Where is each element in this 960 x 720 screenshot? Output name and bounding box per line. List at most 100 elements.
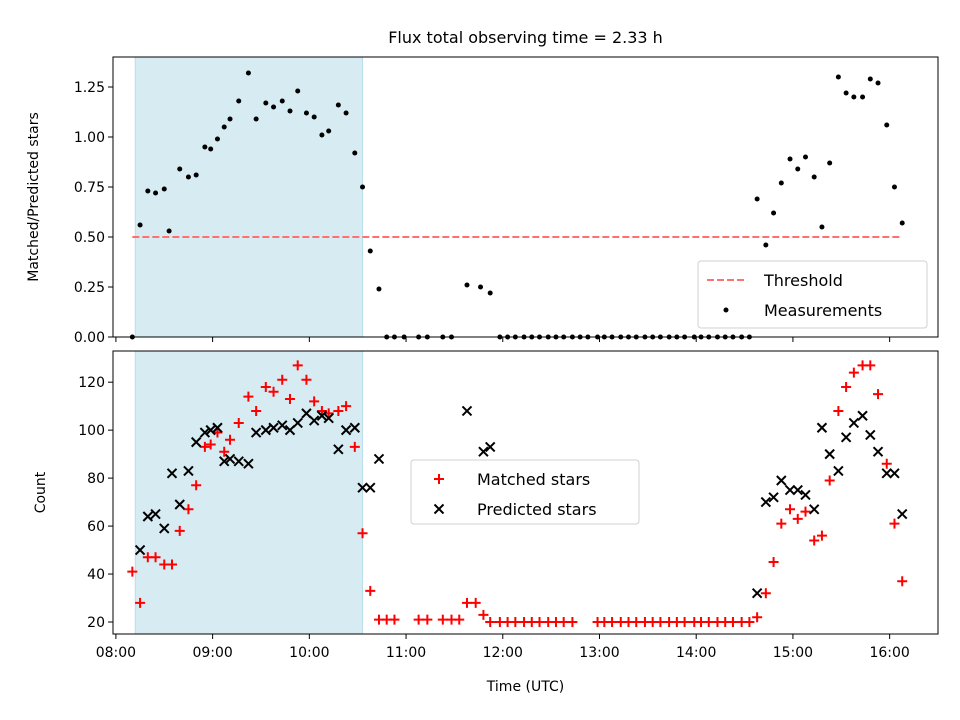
legend-measurements-label: Measurements [764, 301, 882, 320]
matched-stars-marker [454, 615, 464, 625]
measurements-point [138, 223, 143, 228]
matched-stars-marker [728, 617, 738, 627]
measurements-point [246, 71, 251, 76]
top-legend: Threshold Measurements [698, 261, 927, 328]
x-tick-label: 11:00 [386, 645, 426, 661]
top-y-tick-label: 1.25 [74, 80, 105, 96]
bottom-legend: Matched stars Predicted stars [411, 460, 639, 524]
bottom-y-tick-label: 40 [87, 567, 105, 583]
measurements-point [827, 161, 832, 166]
measurements-point [236, 99, 241, 104]
matched-stars-marker [752, 612, 762, 622]
predicted-stars-marker [817, 423, 826, 432]
matched-stars-marker [559, 617, 569, 627]
matched-stars-marker [744, 617, 754, 627]
measurements-point [202, 145, 207, 150]
predicted-stars-marker [825, 450, 834, 459]
x-tick-label: 15:00 [773, 645, 813, 661]
predicted-stars-marker [842, 433, 851, 442]
predicted-stars-marker [834, 466, 843, 475]
measurements-point [215, 137, 220, 142]
predicted-stars-marker [777, 476, 786, 485]
measurements-point [464, 283, 469, 288]
x-tick-label: 12:00 [483, 645, 523, 661]
measurements-point [803, 155, 808, 160]
measurements-point [876, 81, 881, 86]
measurements-point [755, 197, 760, 202]
measurements-point [312, 115, 317, 120]
measurements-point [788, 157, 793, 162]
x-tick-label: 13:00 [579, 645, 619, 661]
matched-stars-marker [833, 406, 843, 416]
measurements-point [254, 117, 259, 122]
top-axes: 0.00 0.25 0.50 0.75 1.00 1.25 Flux total obse… [26, 28, 938, 346]
bottom-y-tick-label: 60 [87, 519, 105, 535]
measurements-point [819, 225, 824, 230]
top-y-axis-label: Matched/Predicted stars [26, 112, 42, 282]
matched-stars-marker [785, 504, 795, 514]
measurements-point [304, 111, 309, 116]
figure: 0.000.250.500.751.001.25 Flux total obse… [0, 0, 960, 720]
matched-stars-marker [438, 615, 448, 625]
legend-measurements-swatch [724, 308, 729, 313]
measurements-point [326, 129, 331, 134]
measurements-point [836, 75, 841, 80]
predicted-stars-marker [898, 510, 907, 519]
measurements-point [208, 147, 213, 152]
measurements-point [779, 181, 784, 186]
measurements-point [376, 287, 381, 292]
legend-matched-stars-label: Matched stars [477, 470, 590, 489]
measurements-point [795, 167, 800, 172]
measurements-point [344, 111, 349, 116]
measurements-point [771, 211, 776, 216]
top-y-tick-label: 0.50 [74, 230, 105, 246]
matched-stars-marker [471, 598, 481, 608]
measurements-point [145, 189, 150, 194]
predicted-stars-marker [874, 447, 883, 456]
top-y-tick-label: 0.00 [74, 330, 105, 346]
matched-stars-marker [889, 519, 899, 529]
matched-stars-marker [414, 615, 424, 625]
matched-stars-marker [825, 476, 835, 486]
matched-stars-marker [607, 617, 617, 627]
predicted-stars-marker [801, 490, 810, 499]
top-highlight-span [135, 57, 362, 337]
matched-stars-marker [849, 368, 859, 378]
matched-stars-marker [365, 586, 375, 596]
bottom-y-tick-label: 80 [87, 471, 105, 487]
predicted-stars-marker [882, 469, 891, 478]
measurements-point [812, 175, 817, 180]
predicted-stars-marker [786, 486, 795, 495]
matched-stars-marker [769, 557, 779, 567]
measurements-point [194, 173, 199, 178]
bottom-axes: 20 40 60 80 100 120 08:00 09:00 10:00 11:00 12:00 1… [33, 351, 938, 695]
matched-stars-marker [800, 507, 810, 517]
measurements-point [763, 243, 768, 248]
predicted-stars-marker [793, 486, 802, 495]
bottom-y-axis-label: Count [33, 471, 49, 513]
matched-stars-marker [462, 598, 472, 608]
predicted-stars-marker [890, 469, 899, 478]
chart-title: Flux total observing time = 2.33 h [388, 28, 663, 47]
measurements-point [884, 123, 889, 128]
measurements-point [222, 125, 227, 130]
measurements-point [280, 99, 285, 104]
measurements-point [352, 151, 357, 156]
predicted-stars-marker [849, 418, 858, 427]
measurements-point [844, 91, 849, 96]
matched-stars-marker [478, 610, 488, 620]
measurements-point [228, 117, 233, 122]
predicted-stars-marker [753, 589, 762, 598]
matched-stars-marker [817, 531, 827, 541]
measurements-point [336, 103, 341, 108]
matched-stars-marker [841, 382, 851, 392]
measurements-point [892, 185, 897, 190]
measurements-point [860, 95, 865, 100]
measurements-point [167, 229, 172, 234]
measurements-point [271, 105, 276, 110]
top-y-tick-label: 0.25 [74, 280, 105, 296]
measurements-point [360, 185, 365, 190]
measurements-point [868, 77, 873, 82]
measurements-point [263, 101, 268, 106]
measurements-point [368, 249, 373, 254]
